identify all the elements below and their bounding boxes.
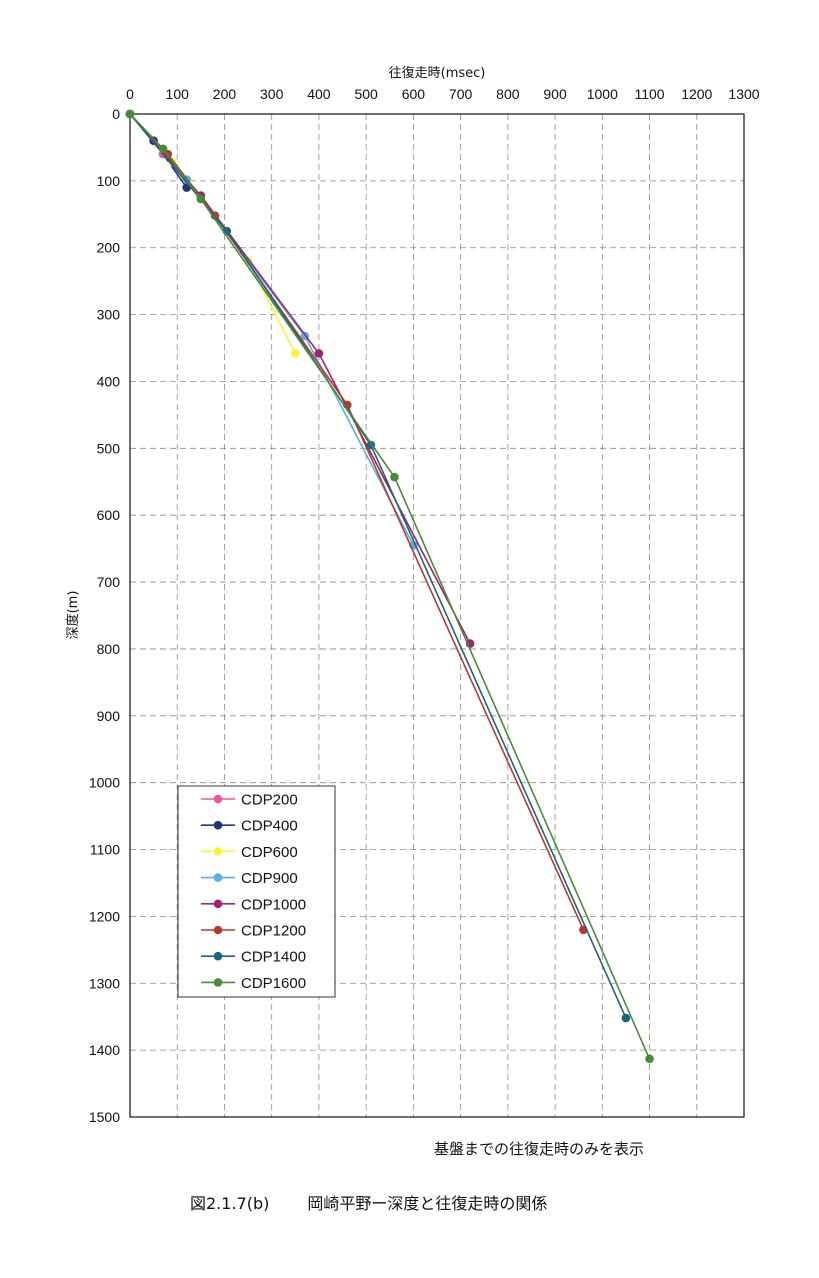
x-axis-title: 往復走時(msec) xyxy=(389,65,486,81)
x-tick-label: 400 xyxy=(307,86,331,102)
x-tick-label: 200 xyxy=(213,86,237,102)
series xyxy=(125,109,654,1064)
series-cdp1600 xyxy=(125,109,654,1064)
x-tick-label: 700 xyxy=(449,86,473,102)
legend-marker xyxy=(213,925,223,935)
legend-marker xyxy=(213,951,223,961)
series-cdp600 xyxy=(125,109,300,358)
x-tick-label: 1200 xyxy=(681,86,712,102)
y-tick-label: 0 xyxy=(112,106,120,122)
y-tick-label: 600 xyxy=(97,507,121,523)
legend-item: CDP900 xyxy=(201,870,298,887)
data-point xyxy=(314,349,324,358)
y-tick-label: 800 xyxy=(97,641,121,657)
data-point xyxy=(645,1054,654,1064)
legend-item: CDP1600 xyxy=(201,975,306,992)
y-tick-label: 200 xyxy=(97,240,121,256)
data-point xyxy=(125,109,135,119)
y-tick-label: 900 xyxy=(97,708,121,724)
legend-item: CDP600 xyxy=(201,844,298,861)
y-axis-title: 深度(m) xyxy=(65,591,81,640)
x-tick-label: 1000 xyxy=(587,86,618,102)
legend-label: CDP900 xyxy=(241,870,298,887)
legend-marker xyxy=(213,794,223,804)
y-tick-label: 500 xyxy=(97,440,121,456)
data-point xyxy=(291,349,300,358)
y-tick-label: 1200 xyxy=(89,908,120,924)
legend-marker xyxy=(213,899,223,909)
caption-text: 岡崎平野ー深度と往復走時の関係 xyxy=(307,1194,548,1213)
plot-frame xyxy=(129,113,745,1118)
legend-box xyxy=(177,785,336,998)
series-line xyxy=(129,113,297,354)
y-tick-label: 100 xyxy=(97,173,121,189)
legend: CDP200 CDP400 CDP600 CDP900 CDP1000 CDP1200 CD… xyxy=(177,785,336,998)
legend-item: CDP1200 xyxy=(201,923,306,940)
legend-label: CDP600 xyxy=(241,844,298,861)
x-tick-label: 500 xyxy=(354,86,378,102)
data-point xyxy=(390,472,399,482)
caption-label: 図2.1.7(b) xyxy=(190,1194,270,1213)
y-tick-label: 300 xyxy=(97,307,121,323)
figure-caption: 図2.1.7(b) 岡崎平野ー深度と往復走時の関係 xyxy=(190,1190,547,1214)
legend-label: CDP1000 xyxy=(241,896,306,913)
grid xyxy=(130,114,744,1117)
x-tick-label: 900 xyxy=(543,86,567,102)
legend-label: CDP1200 xyxy=(241,923,306,940)
y-tick-label: 1100 xyxy=(90,842,120,858)
y-tick-label: 1300 xyxy=(89,975,120,991)
legend-item: CDP200 xyxy=(201,792,298,809)
y-tick-label: 1500 xyxy=(89,1109,120,1125)
legend-item: CDP400 xyxy=(201,818,298,835)
x-tick-label: 100 xyxy=(166,86,190,102)
legend-label: CDP200 xyxy=(241,792,298,809)
legend-label: CDP1400 xyxy=(241,949,306,966)
y-tick-label: 700 xyxy=(97,574,121,590)
legend-marker xyxy=(213,820,223,830)
data-point xyxy=(621,1013,631,1023)
legend-marker xyxy=(213,873,223,882)
x-tick-label: 0 xyxy=(126,86,134,102)
data-point xyxy=(158,144,168,154)
series-cdp400 xyxy=(125,109,191,192)
x-tick-label: 800 xyxy=(496,86,520,102)
series-line xyxy=(129,113,627,1019)
data-point xyxy=(196,194,206,204)
note-text: 基盤までの往復走時のみを表示 xyxy=(434,1140,645,1158)
x-tick-label: 600 xyxy=(402,86,426,102)
legend-marker xyxy=(213,847,223,856)
y-tick-label: 400 xyxy=(97,373,121,389)
legend-item: CDP1000 xyxy=(201,896,306,913)
legend-item: CDP1400 xyxy=(201,949,306,966)
x-tick-label: 300 xyxy=(260,86,284,102)
series-cdp1000 xyxy=(125,109,475,648)
x-tick-label: 1300 xyxy=(728,86,759,102)
x-tick-labels: 0 100 200 300 400 500 600 700 800 900 1000 1100 1200… xyxy=(126,86,760,102)
legend-marker xyxy=(213,978,223,987)
legend-label: CDP400 xyxy=(241,818,298,835)
legend-label: CDP1600 xyxy=(241,975,306,992)
x-tick-label: 1100 xyxy=(634,86,664,102)
y-tick-label: 1000 xyxy=(89,775,120,791)
y-tick-labels: 0 100 200 300 400 500 600 700 800 900 1000 1100 1200… xyxy=(89,106,120,1125)
y-tick-label: 1400 xyxy=(89,1042,120,1058)
